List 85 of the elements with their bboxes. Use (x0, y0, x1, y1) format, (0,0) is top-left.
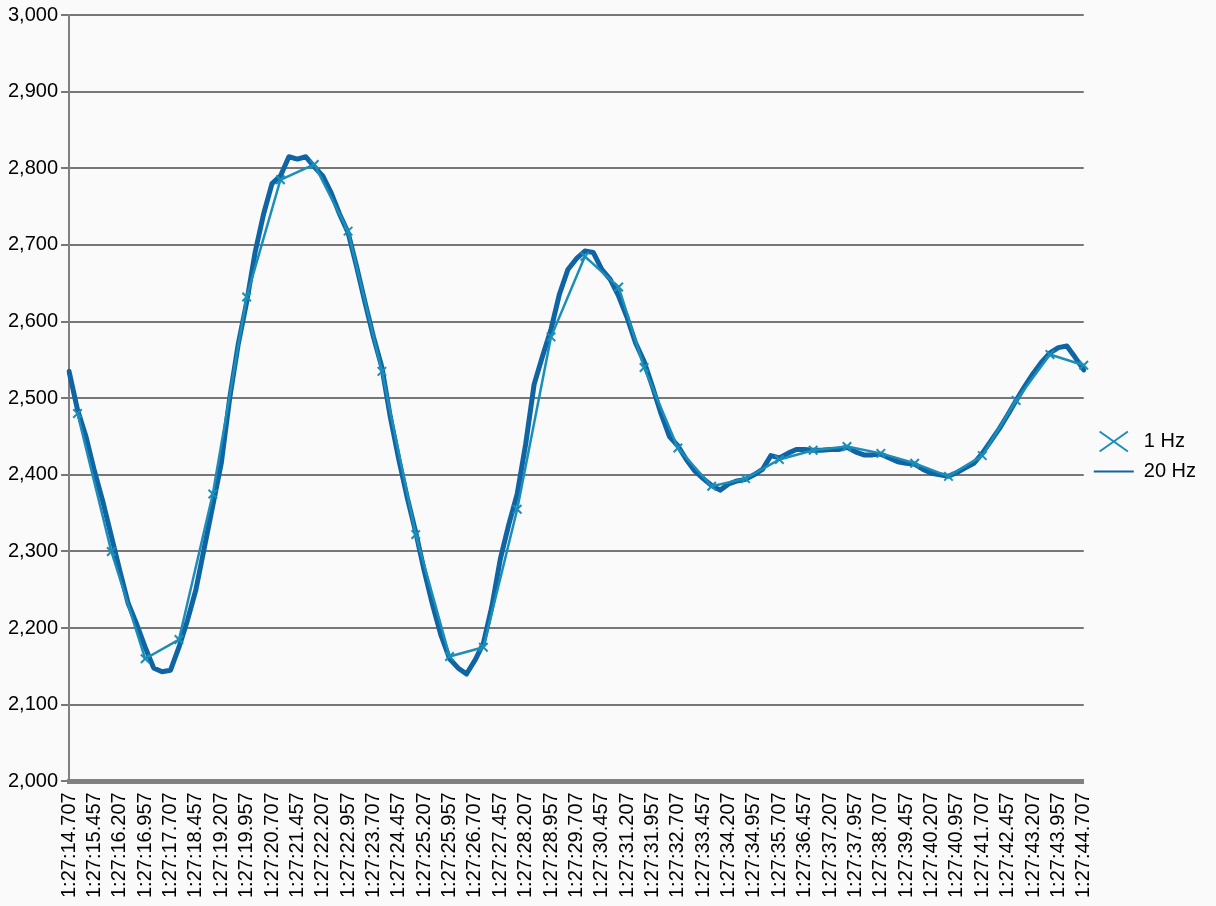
x-tick-label: 1:27:40.957 (944, 792, 967, 898)
y-tick-label: 2,200 (7, 615, 59, 638)
point (207, 488, 219, 500)
x-tick-label: 1:27:21.457 (284, 792, 307, 898)
point (841, 441, 853, 452)
point (774, 454, 785, 465)
point (579, 251, 591, 262)
point (173, 634, 185, 645)
point (875, 448, 887, 459)
x-tick-label: 1:27:17.707 (158, 792, 181, 898)
y-tick-label: 2,000 (7, 768, 59, 791)
point (444, 651, 455, 662)
x-tick-label: 1:27:16.957 (132, 792, 155, 898)
x-tick-label: 1:27:36.457 (792, 792, 815, 898)
y-tick-label: 2,500 (7, 385, 59, 408)
x-tick-label: 1:27:37.957 (842, 792, 865, 898)
x-tick-label: 1:27:26.707 (462, 792, 485, 898)
point (1044, 349, 1056, 360)
y-tick-label: 2,300 (7, 538, 59, 561)
x-tick-label: 1:27:31.957 (640, 792, 663, 898)
x-tick-label: 1:27:29.707 (563, 792, 586, 898)
point (410, 529, 421, 540)
y-tick-label: 2,800 (7, 155, 59, 178)
point (376, 366, 388, 377)
point (511, 504, 523, 515)
y-tick-label: 2,700 (7, 232, 59, 255)
x-tick-label: 1:27:28.207 (513, 792, 536, 898)
x-tick-label: 1:27:30.457 (589, 792, 612, 898)
x-tick-label: 1:27:34.957 (741, 792, 764, 898)
x-tick-label: 1:27:25.957 (437, 792, 460, 898)
x-tick-label: 1:27:28.957 (538, 792, 561, 898)
x-tick-label: 1:27:39.457 (893, 792, 916, 898)
y-tick-label: 2,900 (7, 79, 59, 102)
x-tick-label: 1:27:19.957 (234, 792, 257, 898)
x-tick-label: 1:27:18.457 (183, 792, 206, 898)
legend-label: 20 Hz (1143, 459, 1196, 482)
legend-label: 1 Hz (1143, 429, 1185, 452)
x-tick-label: 1:27:33.457 (690, 792, 713, 898)
point (740, 473, 751, 484)
x-tick-label: 1:27:23.707 (360, 792, 383, 898)
point (72, 408, 83, 419)
point (1078, 359, 1089, 371)
x-tick-label: 1:27:15.457 (81, 792, 104, 898)
point (1010, 395, 1022, 406)
x-tick-label: 1:27:27.457 (487, 792, 510, 898)
point (478, 641, 489, 653)
x-tick-label: 1:27:35.707 (766, 792, 789, 898)
point (943, 471, 954, 482)
point (139, 653, 151, 664)
x-tick-label: 1:27:43.957 (1045, 792, 1068, 898)
point (638, 362, 650, 373)
x-tick-label: 1:27:41.707 (969, 792, 992, 898)
x-tick-label: 1:27:31.207 (614, 792, 637, 898)
point (241, 291, 252, 303)
point (613, 281, 624, 293)
x-tick-label: 1:27:22.957 (335, 792, 358, 898)
x-tick-label: 1:27:16.207 (107, 792, 130, 898)
point (807, 445, 819, 456)
x-tick-label: 1:27:22.207 (310, 792, 333, 898)
x-tick-label: 1:27:38.707 (868, 792, 891, 898)
x-tick-label: 1:27:44.707 (1071, 792, 1094, 898)
x-tick-label: 1:27:43.207 (1020, 792, 1043, 898)
x-tick-label: 1:27:24.457 (386, 792, 409, 898)
point (309, 159, 320, 170)
point (706, 481, 717, 492)
y-tick-label: 3,000 (7, 2, 59, 25)
y-tick-label: 2,600 (7, 309, 59, 332)
x-tick-label: 1:27:20.707 (259, 792, 282, 898)
point (342, 225, 354, 237)
x-tick-label: 1:27:42.457 (995, 792, 1018, 898)
x-tick-label: 1:27:40.207 (919, 792, 942, 898)
x-tick-label: 1:27:32.707 (665, 792, 688, 898)
point (545, 331, 557, 343)
y-tick-label: 2,100 (7, 692, 59, 715)
x-tick-label: 1:27:14.707 (56, 792, 79, 898)
point (106, 546, 117, 557)
x-tick-label: 1:27:25.207 (411, 792, 434, 898)
y-tick-label: 2,400 (7, 462, 59, 485)
x-tick-label: 1:27:37.207 (817, 792, 840, 898)
x-tick-label: 1:27:19.207 (208, 792, 231, 898)
point (275, 174, 286, 186)
point (672, 442, 684, 454)
point (909, 458, 920, 469)
point (977, 450, 988, 461)
x-tick-label: 1:27:34.207 (716, 792, 739, 898)
